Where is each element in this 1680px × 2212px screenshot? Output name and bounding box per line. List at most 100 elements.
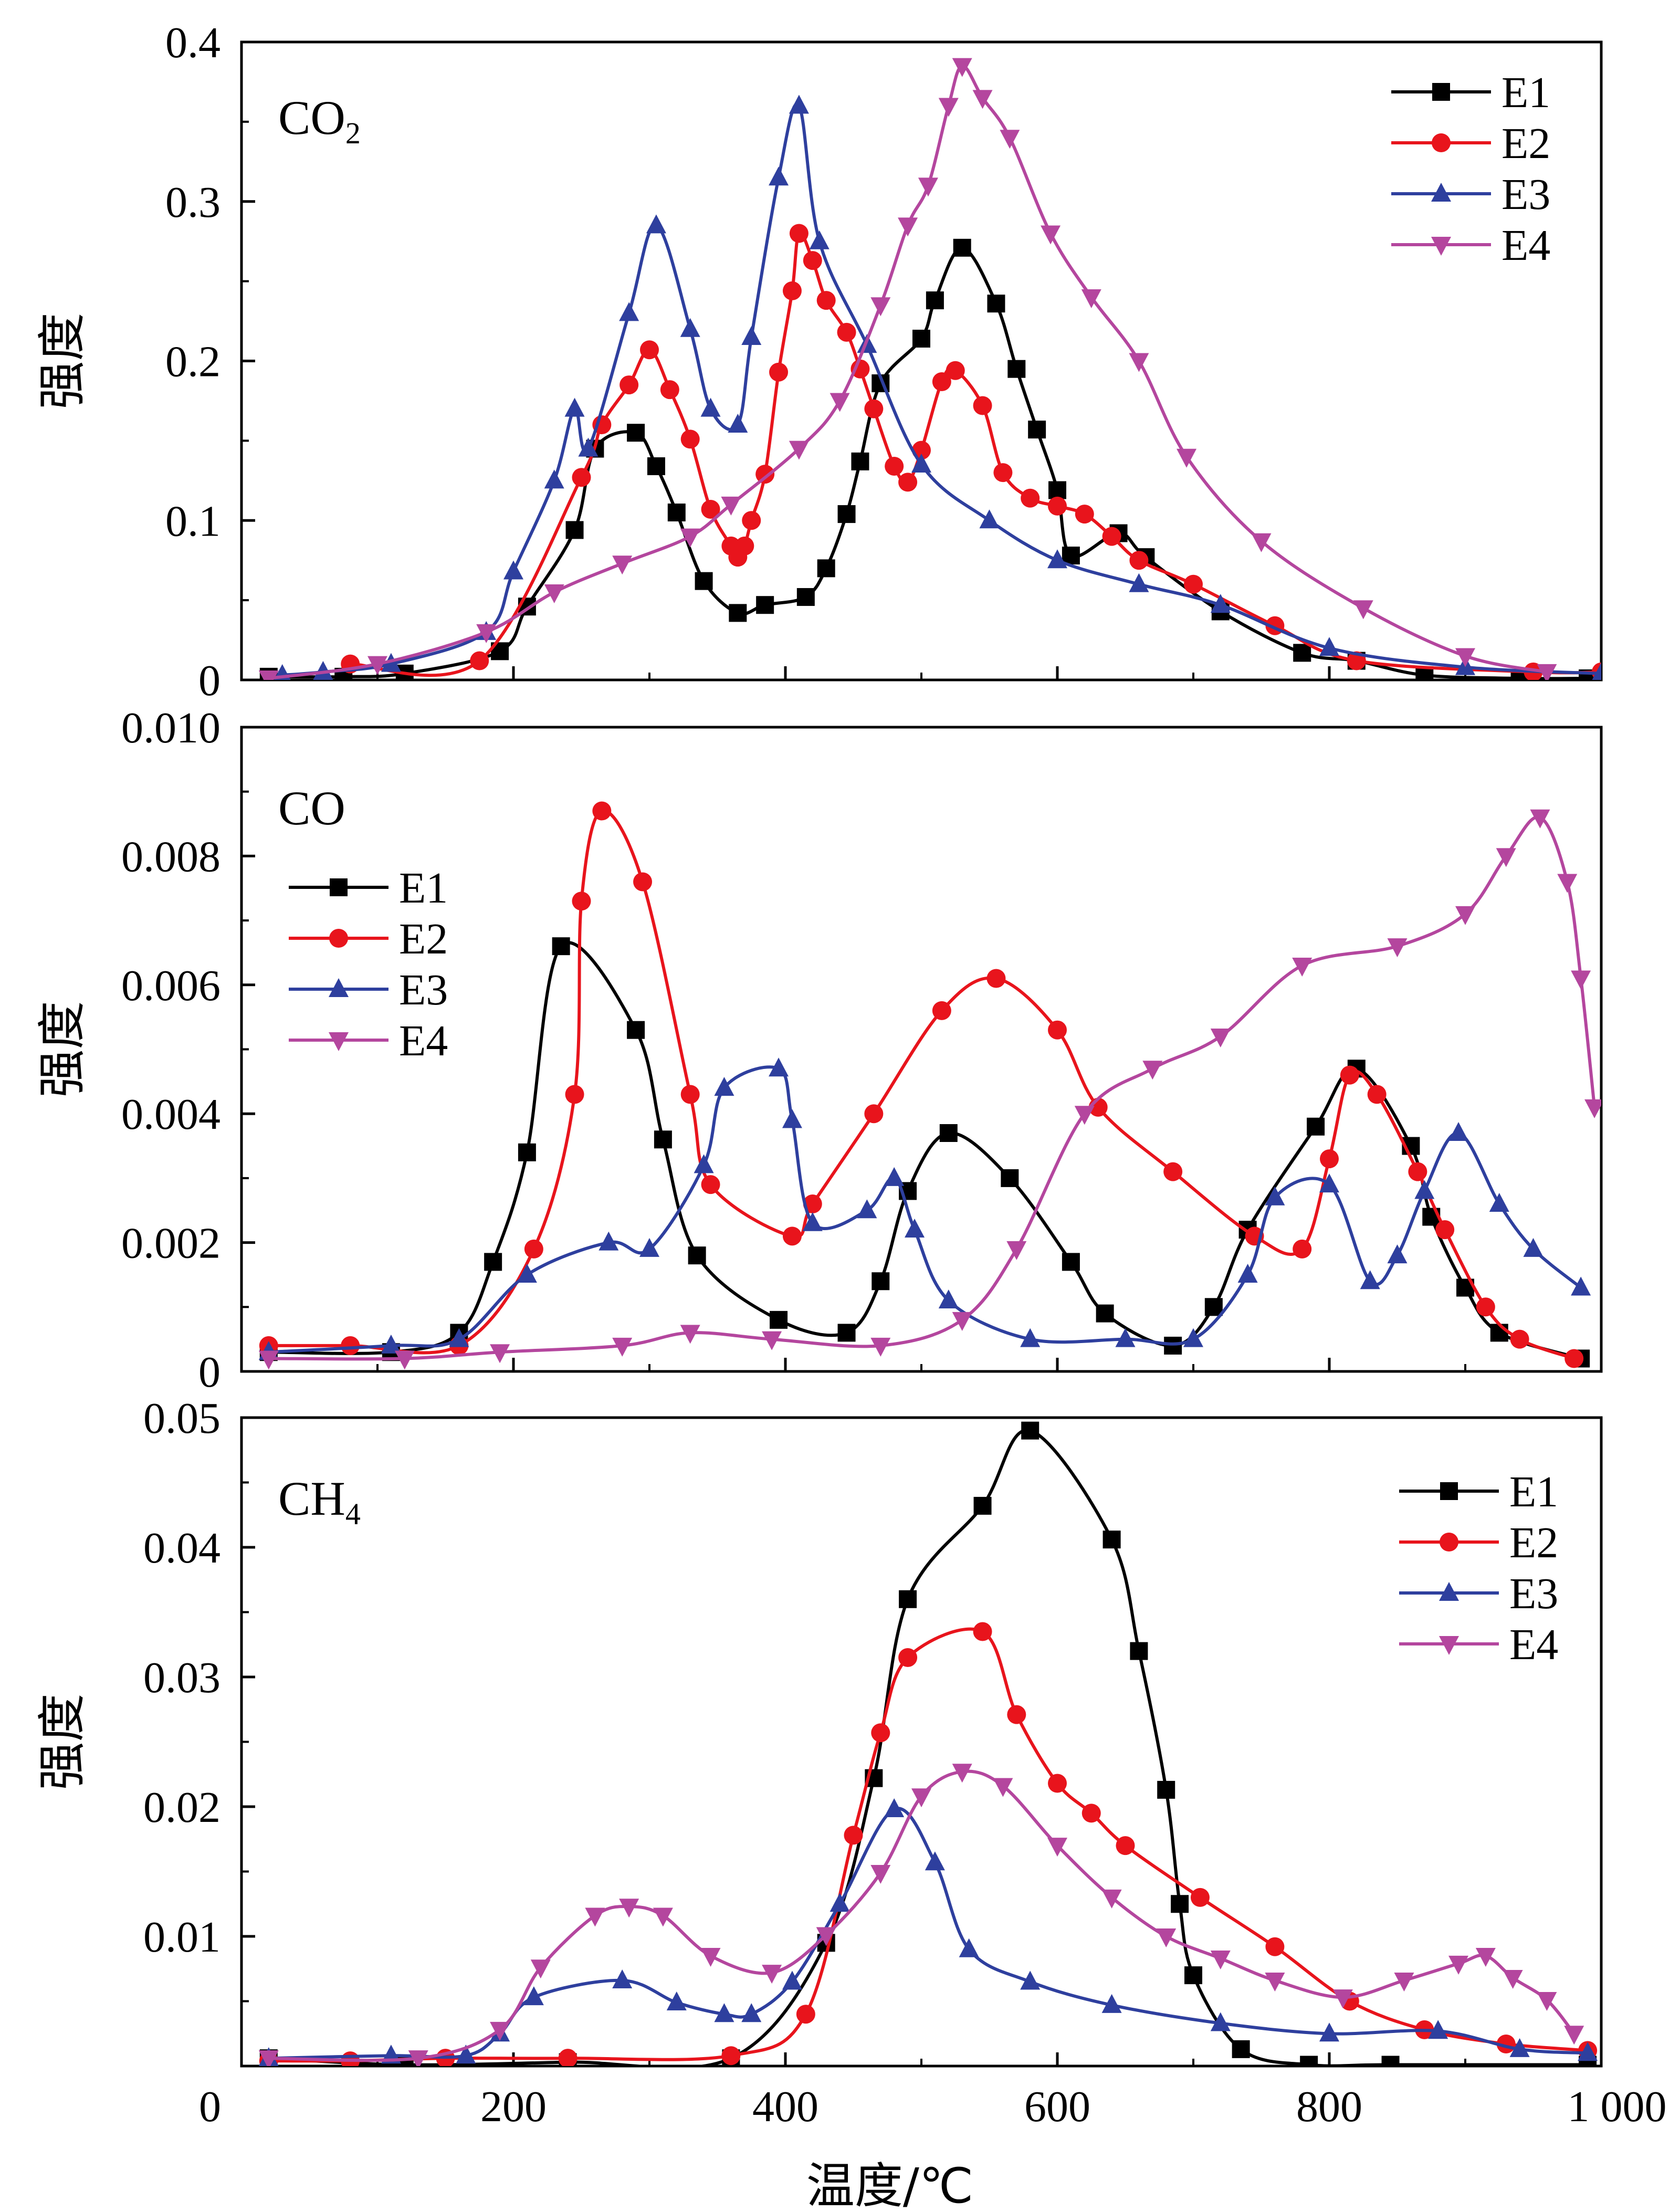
data-point-E4 [1455, 648, 1475, 667]
series-line-E2 [350, 231, 1601, 677]
legend-label: E2 [399, 915, 448, 963]
data-point-E3 [456, 2045, 476, 2064]
legend-marker-E4 [1431, 237, 1451, 256]
data-point-E1 [973, 1496, 992, 1515]
data-point-E2 [572, 468, 591, 487]
data-point-E1 [851, 452, 869, 470]
y-tick-label: 0.1 [165, 497, 220, 546]
x-tick-label: 1 000 [1568, 2082, 1667, 2131]
data-point-E2 [1265, 1937, 1285, 1956]
data-point-E4 [1210, 1028, 1231, 1047]
legend-marker-E3 [1439, 1582, 1459, 1601]
data-point-E4 [952, 1764, 972, 1783]
data-point-E4 [938, 98, 959, 117]
data-point-E4 [918, 177, 938, 197]
data-point-E4 [1210, 1950, 1231, 1969]
x-tick-label: 0 [199, 2082, 221, 2131]
data-point-E2 [1129, 551, 1149, 570]
series-line-E2 [268, 1627, 1588, 2063]
legend-item-E3: E3 [289, 966, 448, 1014]
x-tick-label: 600 [1024, 2082, 1090, 2131]
data-point-E4 [1177, 448, 1197, 468]
legend-label: E3 [1509, 1569, 1558, 1618]
data-point-E4 [830, 393, 850, 412]
data-point-E3 [503, 560, 523, 580]
data-point-E2 [850, 359, 870, 379]
data-point-E3 [700, 397, 721, 417]
data-point-E4 [1455, 906, 1475, 925]
data-point-E4 [619, 1899, 639, 1918]
data-point-E3 [313, 661, 333, 680]
data-point-E2 [680, 1085, 700, 1104]
data-point-E3 [1020, 1970, 1041, 1990]
data-point-E2 [816, 291, 836, 310]
data-point-E3 [646, 214, 666, 234]
data-point-E3 [782, 1970, 802, 1990]
data-point-E2 [592, 801, 612, 821]
data-point-E4 [1564, 2026, 1584, 2045]
data-point-E1 [565, 521, 584, 539]
data-point-E2 [1510, 1329, 1529, 1349]
series-E4 [258, 58, 1557, 680]
data-point-E4 [476, 624, 497, 643]
data-point-E1 [1028, 421, 1046, 439]
data-point-E2 [973, 1622, 992, 1641]
data-point-E2 [993, 463, 1013, 483]
data-point-E1 [695, 572, 713, 590]
data-point-E3 [782, 1109, 802, 1128]
data-point-E2 [680, 429, 700, 449]
y-tick-label: 0.4 [165, 18, 220, 67]
data-point-E4 [952, 1312, 972, 1331]
data-point-E3 [598, 1231, 619, 1251]
data-point-E4 [1129, 353, 1149, 372]
legend-label: E4 [1509, 1620, 1558, 1669]
data-point-E3 [1129, 573, 1149, 592]
data-point-E3 [979, 509, 1000, 529]
data-point-E2 [1007, 1705, 1026, 1724]
data-point-E2 [1184, 574, 1203, 594]
data-point-E4 [1156, 1928, 1177, 1947]
series-E4 [258, 809, 1601, 1370]
data-point-E4 [1074, 1106, 1095, 1125]
data-point-E4 [870, 297, 891, 317]
legend-item-E2: E2 [1399, 1518, 1558, 1567]
legend-item-E4: E4 [1391, 221, 1550, 270]
plot-frame [240, 1416, 1603, 2068]
series-E4 [258, 1764, 1584, 2066]
legend-marker-E4 [329, 1032, 349, 1051]
data-point-E3 [694, 1154, 714, 1173]
data-point-E4 [408, 2050, 428, 2066]
data-point-E4 [1332, 1989, 1353, 2009]
x-tick-label: 400 [752, 2082, 818, 2131]
data-point-E4 [680, 528, 700, 548]
data-point-E3 [1115, 1328, 1136, 1347]
data-point-E3 [959, 1938, 979, 1957]
series-line-E3 [282, 102, 1601, 677]
data-point-E4 [721, 496, 741, 516]
data-point-E3 [1020, 1328, 1041, 1347]
data-point-E2 [769, 362, 789, 382]
data-point-E3 [1265, 1186, 1285, 1205]
data-point-E3 [802, 1212, 823, 1231]
data-point-E2 [633, 872, 653, 892]
data-point-E2 [1564, 1349, 1584, 1368]
data-point-E4 [258, 1350, 279, 1370]
data-point-E3 [612, 1969, 633, 1988]
data-point-E2 [1408, 1162, 1427, 1181]
data-point-E2 [341, 1336, 360, 1355]
data-point-E4 [1557, 874, 1578, 893]
data-point-E2 [640, 340, 659, 360]
data-point-E1 [518, 1143, 536, 1161]
data-point-E2 [1163, 1162, 1183, 1181]
data-point-E4 [762, 1331, 782, 1350]
data-point-E3 [639, 1238, 659, 1257]
legend-label: E4 [399, 1016, 448, 1065]
data-point-E3 [925, 1851, 945, 1871]
data-point-E3 [523, 1986, 544, 2006]
data-point-E2 [864, 1104, 884, 1124]
data-point-E3 [1592, 662, 1601, 680]
chart-panel-3: 0.01 0.02 0.03 0.04 0.05 0 200 400 600 800 1 000 强度… [34, 1394, 1667, 2131]
legend-label: E1 [1509, 1467, 1558, 1516]
data-point-E4 [1537, 664, 1557, 680]
